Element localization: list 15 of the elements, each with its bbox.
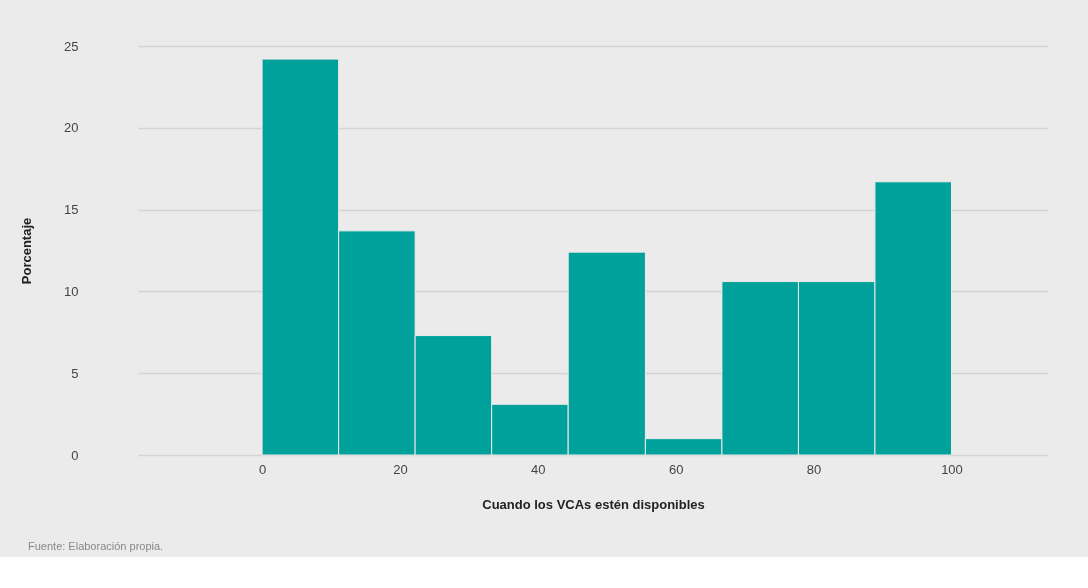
y-tick-label: 10	[64, 283, 79, 299]
y-tick-label: 0	[71, 447, 79, 463]
x-tick-label: 100	[941, 461, 963, 477]
x-tick-label: 20	[393, 461, 408, 477]
y-tick-label: 5	[71, 365, 79, 381]
x-tick-label: 80	[806, 461, 822, 477]
x-axis-title: Cuando los VCAs estén disponibles	[482, 496, 705, 512]
y-tick-label: 25	[64, 38, 79, 54]
x-tick-label: 60	[668, 461, 684, 477]
y-tick-label: 15	[64, 202, 79, 218]
y-tick-label: 20	[64, 120, 79, 136]
y-axis-title: Porcentaje	[19, 217, 35, 285]
x-tick-label: 40	[531, 461, 546, 477]
x-tick-label: 0	[258, 461, 267, 477]
source-note: Fuente: Elaboración propia.	[28, 540, 164, 552]
